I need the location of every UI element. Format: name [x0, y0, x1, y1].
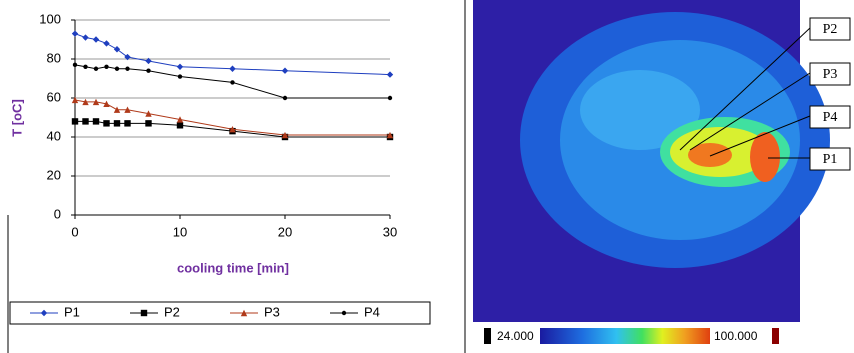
marker: [125, 67, 129, 71]
y-tick-label: 0: [54, 206, 61, 221]
marker: [94, 67, 98, 71]
marker: [146, 69, 150, 73]
colorbar-min-swatch: [484, 328, 491, 344]
legend-label: P1: [64, 304, 80, 319]
marker: [93, 36, 99, 42]
marker: [283, 96, 287, 100]
x-tick-label: 30: [383, 224, 397, 239]
point-label: P4: [823, 110, 838, 125]
marker: [177, 122, 183, 128]
x-axis-title: cooling time [min]: [177, 260, 289, 275]
colorbar-max-swatch: [772, 328, 779, 344]
point-label: P1: [823, 152, 838, 167]
marker: [93, 118, 99, 124]
colorbar-min-label: 24.000: [497, 329, 534, 343]
marker: [103, 40, 109, 46]
point-label: P2: [823, 22, 838, 37]
marker: [229, 66, 235, 72]
legend-label: P2: [164, 304, 180, 319]
marker: [114, 120, 120, 126]
marker: [103, 120, 109, 126]
marker: [342, 311, 346, 315]
y-tick-label: 60: [47, 89, 61, 104]
marker: [282, 68, 288, 74]
marker: [82, 34, 88, 40]
marker: [73, 63, 77, 67]
x-tick-label: 10: [173, 224, 187, 239]
marker: [388, 96, 392, 100]
colorbar-max-label: 100.000: [714, 329, 758, 343]
colorbar: [540, 328, 710, 344]
marker: [387, 71, 393, 77]
marker: [141, 310, 147, 316]
marker: [178, 74, 182, 78]
marker: [115, 67, 119, 71]
marker: [230, 80, 234, 84]
legend-label: P4: [364, 304, 380, 319]
marker: [82, 118, 88, 124]
marker: [124, 120, 130, 126]
y-tick-label: 80: [47, 50, 61, 65]
x-tick-label: 0: [71, 224, 78, 239]
marker: [72, 30, 78, 36]
marker: [177, 64, 183, 70]
y-tick-label: 20: [47, 167, 61, 182]
point-label: P3: [823, 67, 838, 82]
y-tick-label: 100: [39, 11, 61, 26]
x-tick-label: 20: [278, 224, 292, 239]
marker: [145, 120, 151, 126]
hot-spot: [750, 132, 780, 182]
marker: [72, 118, 78, 124]
marker: [83, 65, 87, 69]
page: T [oC] cooling time [min] P2 P3 P4 P1 24…: [0, 0, 854, 353]
marker: [104, 65, 108, 69]
y-tick-label: 40: [47, 128, 61, 143]
thermal-image: P2 P3 P4 P1 24.000 100.000: [473, 0, 850, 344]
legend-label: P3: [264, 304, 280, 319]
y-axis-title: T [oC]: [9, 99, 24, 137]
